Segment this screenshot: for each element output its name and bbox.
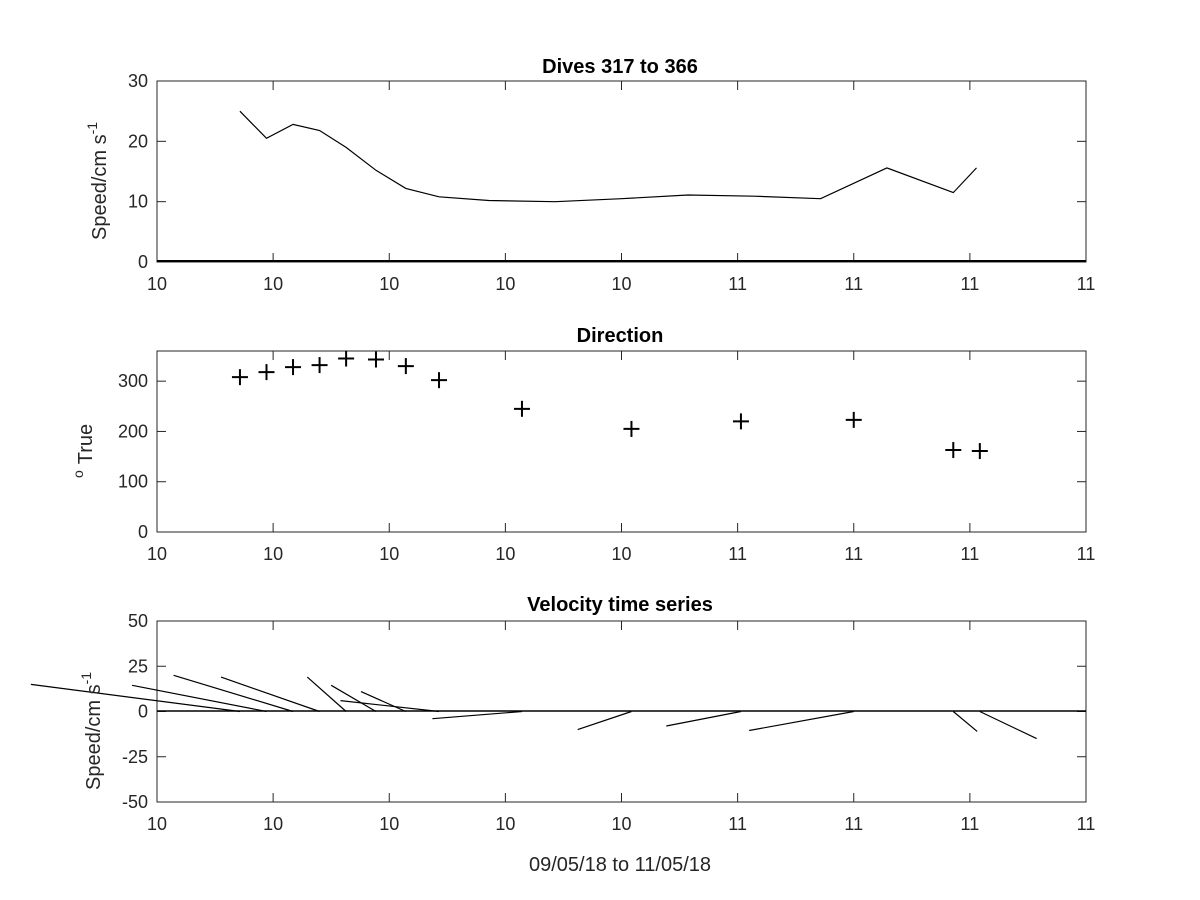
direction-point — [623, 420, 640, 437]
x-tick-label: 11 — [961, 814, 980, 834]
y-tick-label: -25 — [122, 747, 148, 767]
velocity-x-ticks: 10 10 10 10 10 11 11 11 11 — [147, 621, 1095, 834]
y-tick-label: 10 — [128, 192, 148, 212]
y-tick-label: 300 — [118, 371, 148, 391]
velocity-sticks — [30, 674, 1037, 740]
direction-point — [338, 350, 355, 367]
speed-y-label-text: Speed/cm s — [89, 134, 111, 240]
y-tick-label: 25 — [128, 656, 148, 676]
direction-point — [367, 351, 384, 368]
x-tick-label: 11 — [728, 814, 747, 834]
x-tick-label: 11 — [961, 274, 980, 294]
x-tick-label: 11 — [844, 274, 863, 294]
speed-y-label-sup: -1 — [84, 122, 100, 135]
y-tick-label: 20 — [128, 131, 148, 151]
direction-point — [231, 369, 248, 386]
velocity-stick — [131, 684, 267, 713]
x-tick-label: 10 — [495, 814, 515, 834]
y-tick-label: 200 — [118, 421, 148, 441]
velocity-stick — [306, 676, 347, 712]
y-tick-label: 0 — [138, 702, 148, 722]
direction-title: Direction — [577, 325, 664, 347]
direction-series — [231, 350, 988, 460]
direction-y-ticks: 0 100 200 300 — [118, 371, 1086, 542]
velocity-y-ticks: -50 -25 0 25 50 — [122, 611, 1086, 812]
velocity-stick — [979, 710, 1037, 740]
x-tick-label: 10 — [147, 544, 167, 564]
velocity-stick — [173, 674, 294, 713]
x-tick-label: 10 — [611, 814, 631, 834]
x-tick-label: 11 — [728, 274, 747, 294]
velocity-stick — [749, 710, 854, 732]
x-tick-label: 11 — [728, 544, 747, 564]
velocity-stick — [577, 710, 632, 731]
y-tick-label: 30 — [128, 71, 148, 91]
direction-axes-box — [156, 350, 1087, 533]
x-tick-label: 10 — [495, 274, 515, 294]
velocity-stick — [360, 691, 407, 713]
speed-series — [239, 110, 977, 203]
x-tick-label: 10 — [147, 814, 167, 834]
x-tick-label: 11 — [961, 544, 980, 564]
speed-title: Dives 317 to 366 — [542, 56, 698, 78]
velocity-y-label: Speed/cm s-1 — [78, 672, 105, 790]
x-tick-label: 10 — [379, 814, 399, 834]
x-tick-label: 10 — [611, 274, 631, 294]
velocity-y-label-sup: -1 — [78, 672, 94, 685]
direction-y-label-text: True — [75, 424, 97, 464]
velocity-stick — [330, 684, 377, 713]
x-tick-label: 10 — [263, 544, 283, 564]
direction-point — [513, 400, 530, 417]
velocity-stick — [30, 683, 241, 713]
direction-point — [971, 443, 988, 460]
x-tick-label: 10 — [263, 274, 283, 294]
speed-axes-box — [156, 80, 1087, 263]
y-tick-label: 100 — [118, 472, 148, 492]
direction-point — [431, 372, 448, 389]
speed-line — [239, 110, 977, 203]
direction-y-label: o True — [70, 424, 97, 478]
velocity-stick — [666, 710, 742, 727]
direction-point — [258, 364, 275, 381]
direction-point — [311, 357, 328, 374]
speed-y-label: Speed/cm s-1 — [84, 122, 111, 240]
x-tick-label: 10 — [495, 544, 515, 564]
direction-point — [945, 442, 962, 459]
x-tick-label: 10 — [379, 274, 399, 294]
speed-y-ticks: 0 10 20 30 — [128, 71, 1086, 272]
velocity-title: Velocity time series — [527, 594, 713, 616]
x-tick-label: 10 — [379, 544, 399, 564]
direction-point — [845, 411, 862, 428]
direction-point — [732, 413, 749, 430]
direction-x-ticks: 10 10 10 10 10 11 11 11 11 — [147, 351, 1095, 564]
x-tick-label: 11 — [844, 814, 863, 834]
velocity-stick — [432, 710, 523, 720]
x-tick-label: 11 — [1077, 814, 1096, 834]
y-tick-label: 50 — [128, 611, 148, 631]
velocity-x-label: 09/05/18 to 11/05/18 — [529, 854, 711, 876]
velocity-stick — [952, 711, 978, 732]
x-tick-label: 11 — [844, 544, 863, 564]
x-tick-label: 11 — [1077, 544, 1096, 564]
x-tick-label: 10 — [263, 814, 283, 834]
velocity-y-label-text: Speed/cm s — [83, 684, 105, 790]
y-tick-label: -50 — [122, 792, 148, 812]
x-tick-label: 10 — [611, 544, 631, 564]
direction-point — [397, 358, 414, 375]
velocity-stick — [220, 676, 320, 713]
x-tick-label: 10 — [147, 274, 167, 294]
velocity-stick — [340, 700, 440, 713]
x-tick-label: 11 — [1077, 274, 1096, 294]
y-tick-label: 0 — [138, 522, 148, 542]
direction-point — [285, 359, 302, 376]
direction-y-label-prefix: o — [70, 470, 86, 478]
y-tick-label: 0 — [138, 252, 148, 272]
